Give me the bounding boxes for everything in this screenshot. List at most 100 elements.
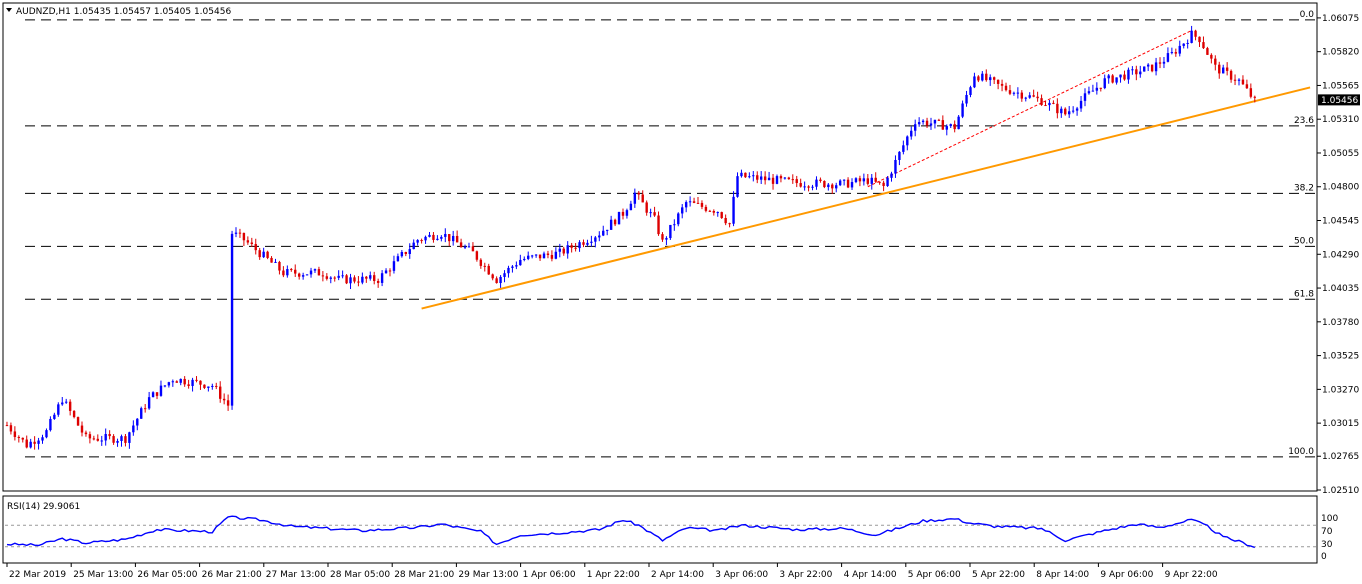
candle-body (96, 438, 99, 441)
candle-body (17, 436, 21, 438)
candle-body (179, 378, 182, 383)
rsi-level-70: 70 (1321, 527, 1333, 537)
candle-body (373, 275, 376, 281)
candle-body (550, 254, 554, 259)
candle-body (534, 254, 538, 256)
candle-body (582, 242, 585, 245)
candle-body (491, 274, 494, 279)
candle-body (507, 267, 510, 274)
candle-body (882, 182, 885, 187)
candle-body (65, 401, 68, 403)
candle-body (41, 437, 44, 441)
candle-body (878, 181, 881, 183)
candle-body (523, 258, 526, 260)
candle-body (1048, 102, 1051, 106)
candle-body (961, 103, 964, 117)
candle-body (163, 385, 167, 387)
candle-body (13, 431, 17, 437)
price-tick-label-9: 1.03780 (1322, 318, 1359, 328)
candle-body (1135, 69, 1138, 75)
candle-body (838, 180, 842, 186)
candle-body (21, 437, 24, 440)
time-tick-label-15: 5 Apr 22:00 (972, 570, 1025, 580)
candle-body (696, 202, 700, 204)
candle-body (282, 270, 285, 276)
candle-body (842, 179, 846, 181)
candle-body (475, 251, 479, 260)
candle-body (1174, 52, 1178, 54)
candle-body (732, 196, 735, 224)
candle-body (1119, 74, 1122, 78)
time-tick-label-12: 3 Apr 22:00 (779, 570, 832, 580)
candle-body (1024, 97, 1027, 99)
candle-body (246, 240, 250, 243)
candle-body (353, 277, 356, 282)
candle-body (870, 177, 873, 184)
candle-body (977, 76, 980, 81)
candle-body (357, 281, 360, 283)
candle-body (1206, 48, 1209, 55)
candle-body (874, 177, 877, 182)
candle-body (854, 178, 858, 183)
collapse-arrow-icon[interactable] (6, 8, 12, 12)
candle-body (266, 251, 269, 258)
candle-body (396, 256, 400, 262)
candle-body (700, 202, 704, 207)
candle-body (349, 277, 352, 284)
candle-body (775, 176, 779, 184)
candle-body (578, 242, 581, 249)
time-tick-label-13: 4 Apr 14:00 (844, 570, 897, 580)
candle-body (1004, 85, 1008, 91)
candle-body (290, 269, 293, 271)
candle-body (771, 177, 775, 184)
candle-body (80, 425, 84, 433)
candle-body (376, 280, 380, 283)
candle-body (617, 211, 621, 225)
candle-body (996, 79, 1000, 84)
candle-body (819, 179, 822, 181)
candle-body (183, 378, 186, 385)
candle-body (1218, 64, 1221, 74)
candle-body (191, 379, 194, 386)
candle-body (467, 246, 471, 248)
candle-body (479, 259, 483, 266)
candle-body (590, 241, 593, 243)
candle-body (436, 238, 439, 240)
candle-body (744, 172, 747, 178)
candle-body (570, 245, 573, 248)
fib-label-2: 38.2 (1294, 183, 1314, 193)
rsi-label: RSI(14) 29.9061 (7, 502, 80, 512)
candle-body (5, 425, 9, 427)
candle-body (463, 246, 467, 248)
candle-body (1020, 92, 1024, 99)
candle-body (756, 175, 759, 180)
candle-body (641, 194, 644, 203)
candle-body (270, 257, 273, 263)
candle-body (1040, 98, 1043, 106)
candle-body (566, 245, 569, 254)
candle-body (1143, 66, 1146, 72)
candle-body (1202, 42, 1205, 49)
candle-body (124, 436, 127, 443)
price-tick-label-7: 1.04290 (1322, 250, 1359, 260)
candle-body (1249, 88, 1253, 97)
candle-body (471, 246, 475, 252)
candle-body (132, 425, 135, 433)
candle-body (171, 381, 175, 383)
candle-body (384, 270, 388, 274)
candle-body (815, 179, 818, 187)
candle-body (941, 120, 945, 130)
candle-body (116, 440, 119, 443)
rsi-indicator (5, 515, 1316, 549)
candle-body (503, 273, 506, 277)
candle-body (297, 273, 301, 277)
candle-body (112, 436, 115, 443)
candle-body (487, 265, 490, 275)
candle-body (230, 233, 234, 406)
candle-body (1103, 78, 1106, 89)
candle-body (898, 151, 901, 160)
candle-body (1210, 54, 1213, 59)
candle-body (1111, 75, 1114, 83)
candle-body (345, 275, 348, 284)
candle-body (925, 120, 929, 126)
